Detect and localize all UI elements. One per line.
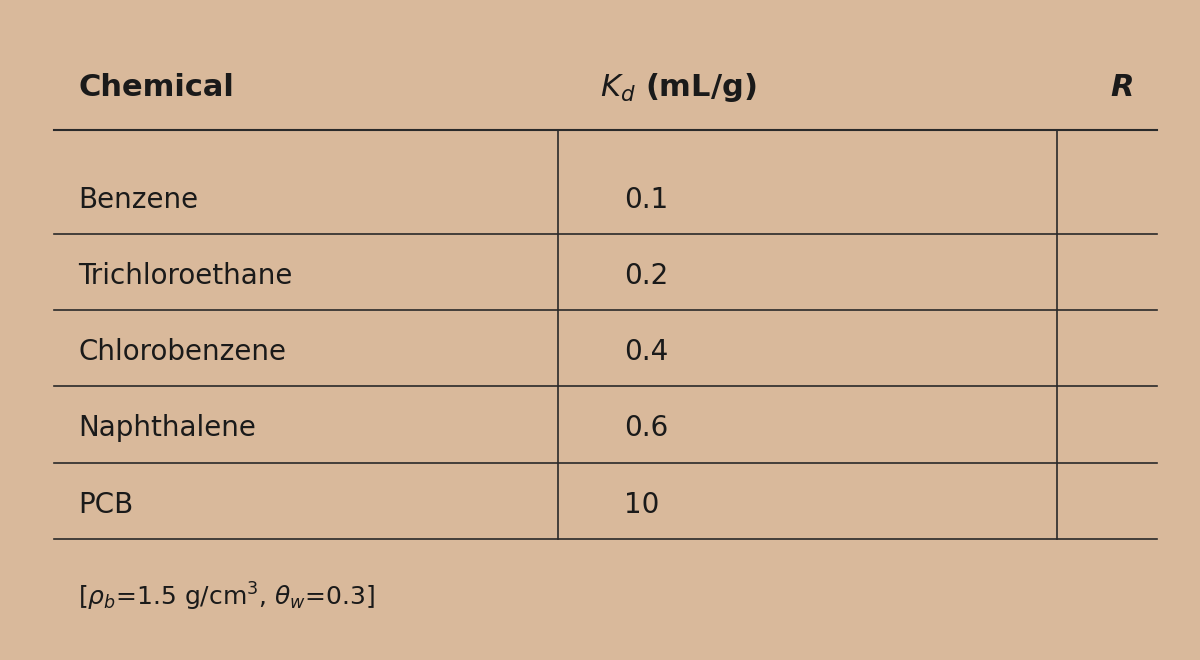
Text: 0.2: 0.2	[624, 262, 668, 290]
Text: 0.6: 0.6	[624, 414, 668, 442]
Text: Chemical: Chemical	[78, 73, 234, 102]
Text: 0.1: 0.1	[624, 185, 668, 214]
Text: 10: 10	[624, 490, 659, 519]
Text: Naphthalene: Naphthalene	[78, 414, 256, 442]
Text: Chlorobenzene: Chlorobenzene	[78, 338, 286, 366]
Text: $K_d$ (mL/g): $K_d$ (mL/g)	[600, 71, 756, 104]
Text: R: R	[1110, 73, 1134, 102]
Text: 0.4: 0.4	[624, 338, 668, 366]
Text: Trichloroethane: Trichloroethane	[78, 262, 293, 290]
Text: Benzene: Benzene	[78, 185, 198, 214]
Text: [$\rho_b$=1.5 g/cm$^3$, $\theta_w$=0.3]: [$\rho_b$=1.5 g/cm$^3$, $\theta_w$=0.3]	[78, 581, 376, 613]
Text: PCB: PCB	[78, 490, 133, 519]
